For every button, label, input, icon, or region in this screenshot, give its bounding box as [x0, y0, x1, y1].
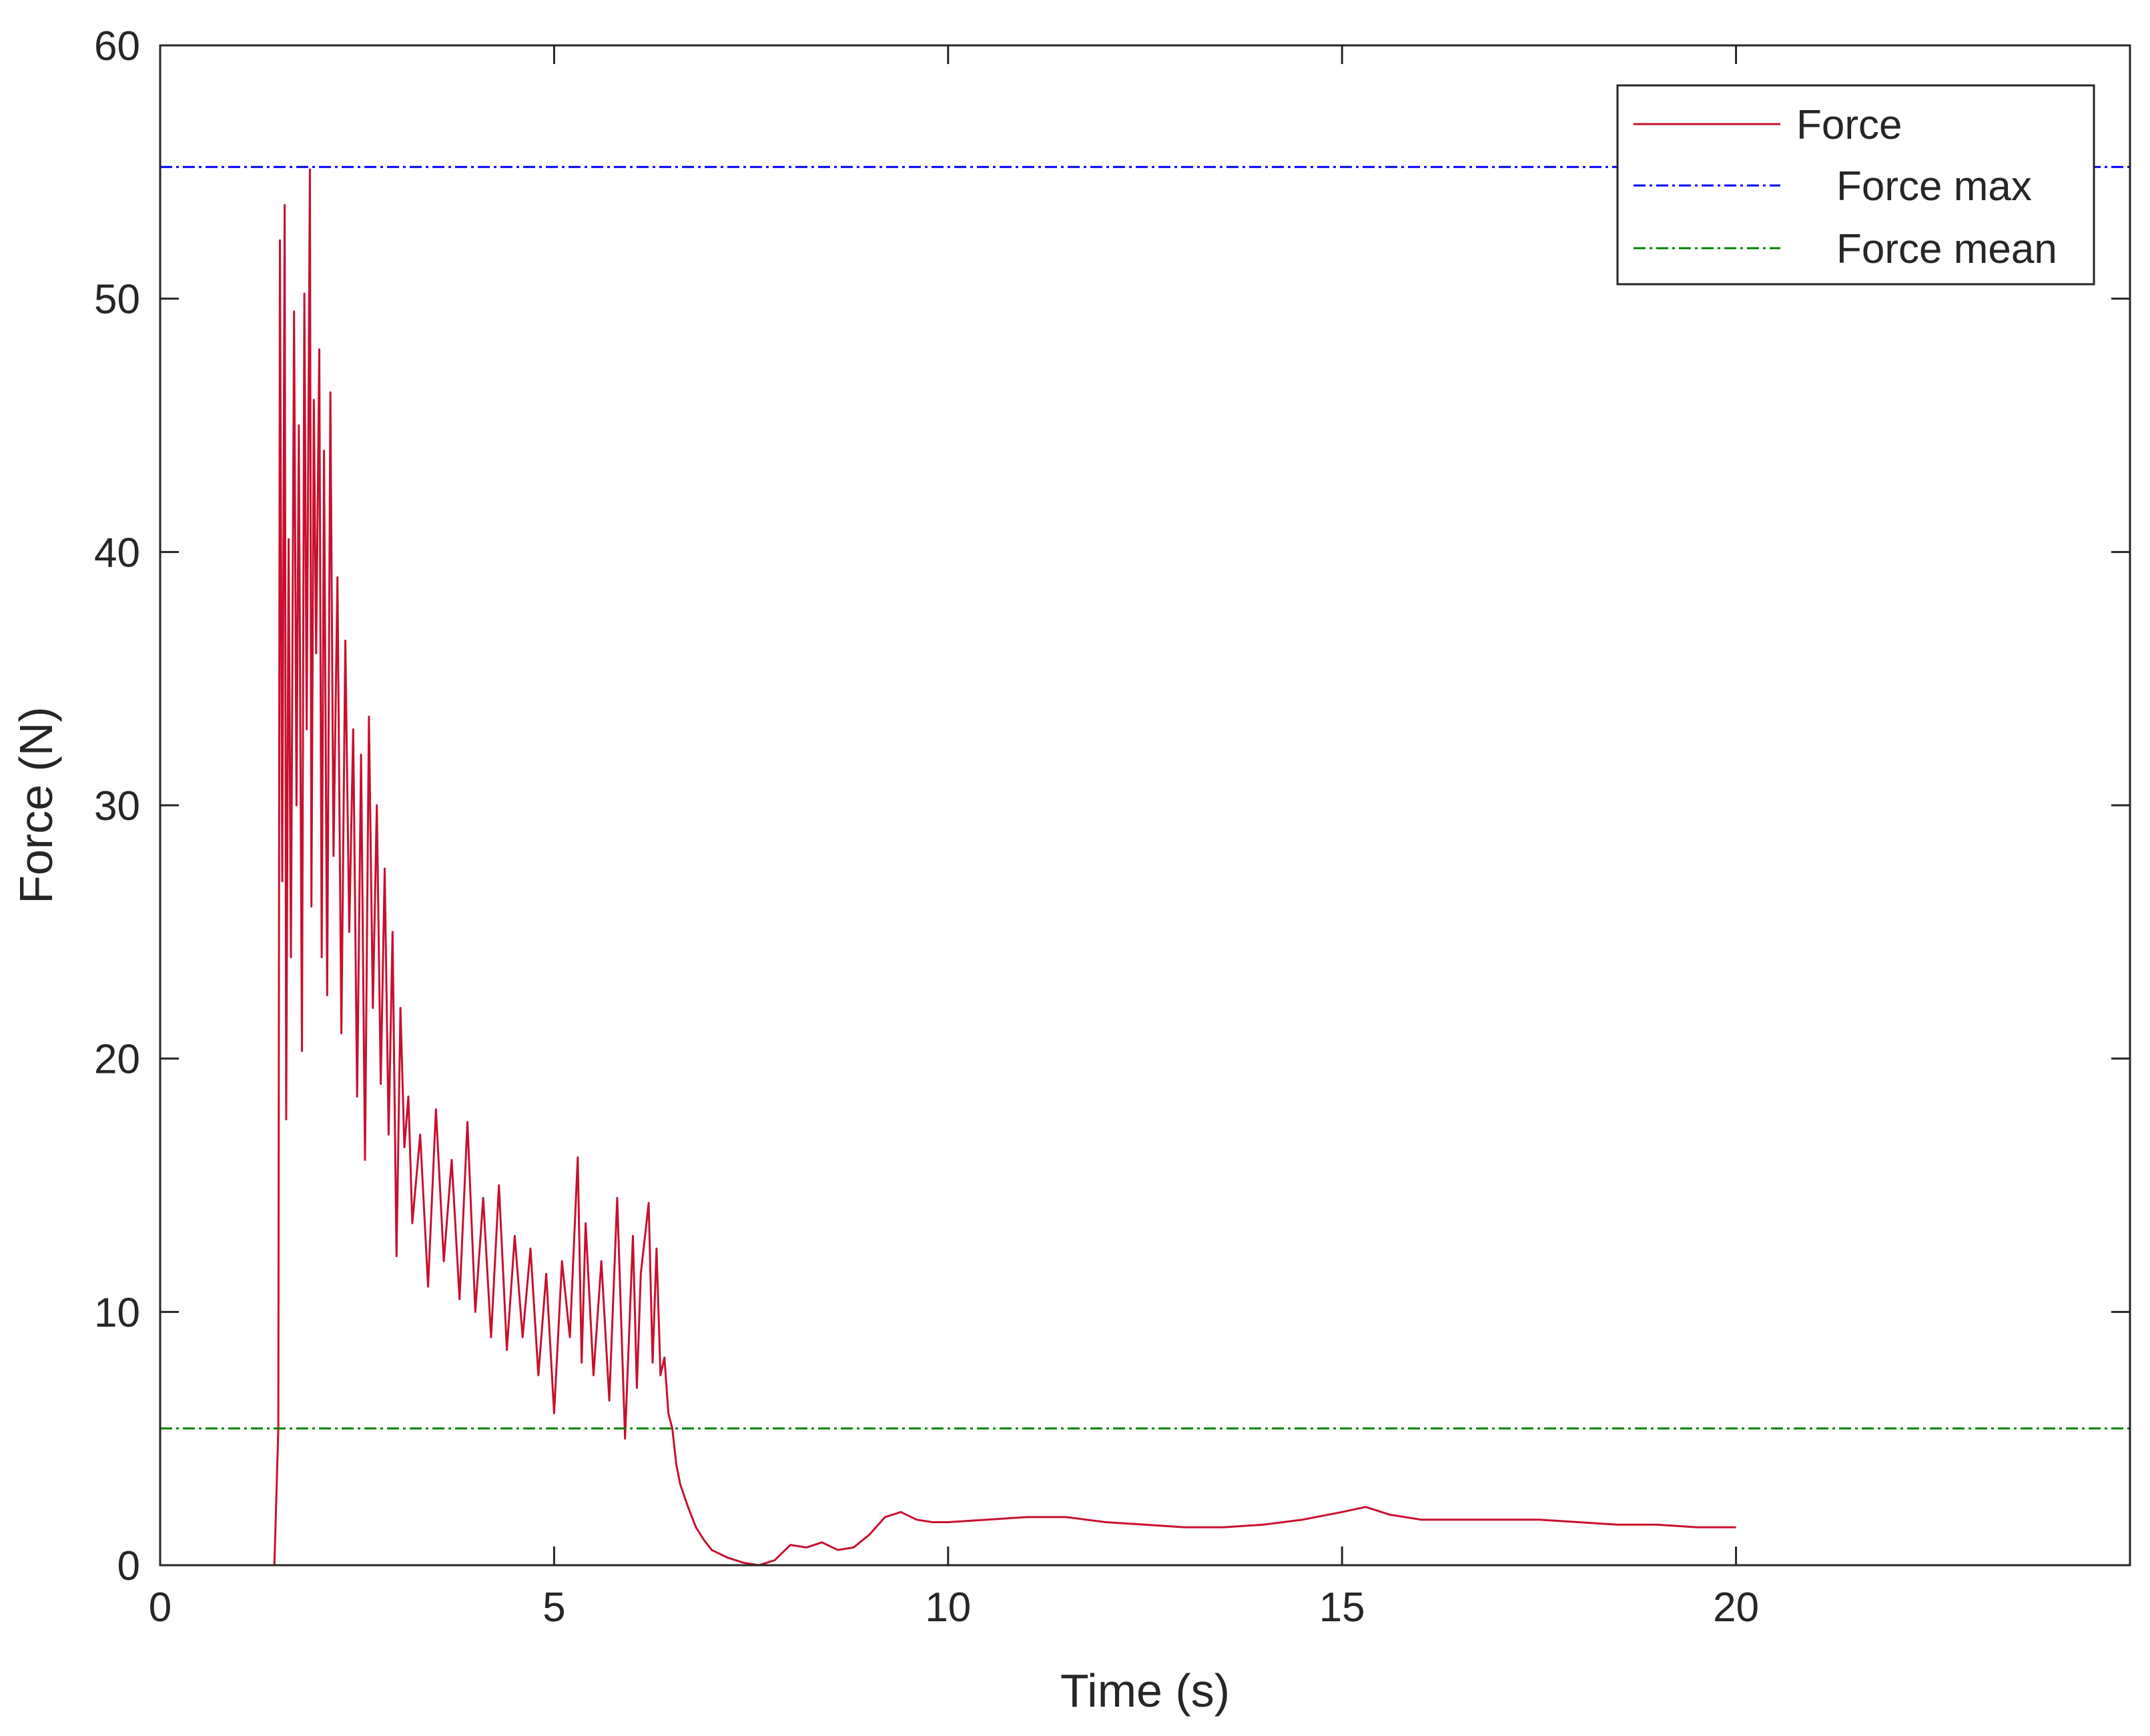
y-tick-label: 20 — [94, 1037, 140, 1083]
y-tick-label: 0 — [117, 1543, 140, 1589]
y-tick-label: 10 — [94, 1290, 140, 1336]
x-tick-label: 0 — [149, 1585, 171, 1631]
axes-box — [159, 44, 2131, 1567]
plot-background — [160, 45, 2130, 1565]
legend: Force Force max Force mean — [1616, 84, 2095, 286]
y-tick-label: 40 — [94, 530, 140, 576]
ticks: 0 5 10 15 20 0 10 20 30 40 50 60 — [94, 23, 2130, 1631]
x-tick-label: 10 — [925, 1585, 971, 1631]
y-axis-label: Force (N) — [10, 707, 62, 904]
series-force-line — [160, 168, 1736, 1567]
x-axis-label: Time (s) — [1060, 1665, 1230, 1717]
x-tick-label: 20 — [1713, 1585, 1759, 1631]
legend-label-force: Force — [1796, 102, 1902, 148]
axis-labels: Time (s) Force (N) — [10, 707, 1230, 1717]
x-tick-label: 15 — [1319, 1585, 1365, 1631]
y-tick-label: 30 — [94, 783, 140, 829]
legend-label-force-mean: Force mean — [1836, 226, 2057, 272]
y-tick-label: 50 — [94, 277, 140, 323]
x-tick-label: 5 — [543, 1585, 565, 1631]
y-tick-label: 60 — [94, 23, 140, 69]
legend-label-force-max: Force max — [1836, 163, 2032, 209]
